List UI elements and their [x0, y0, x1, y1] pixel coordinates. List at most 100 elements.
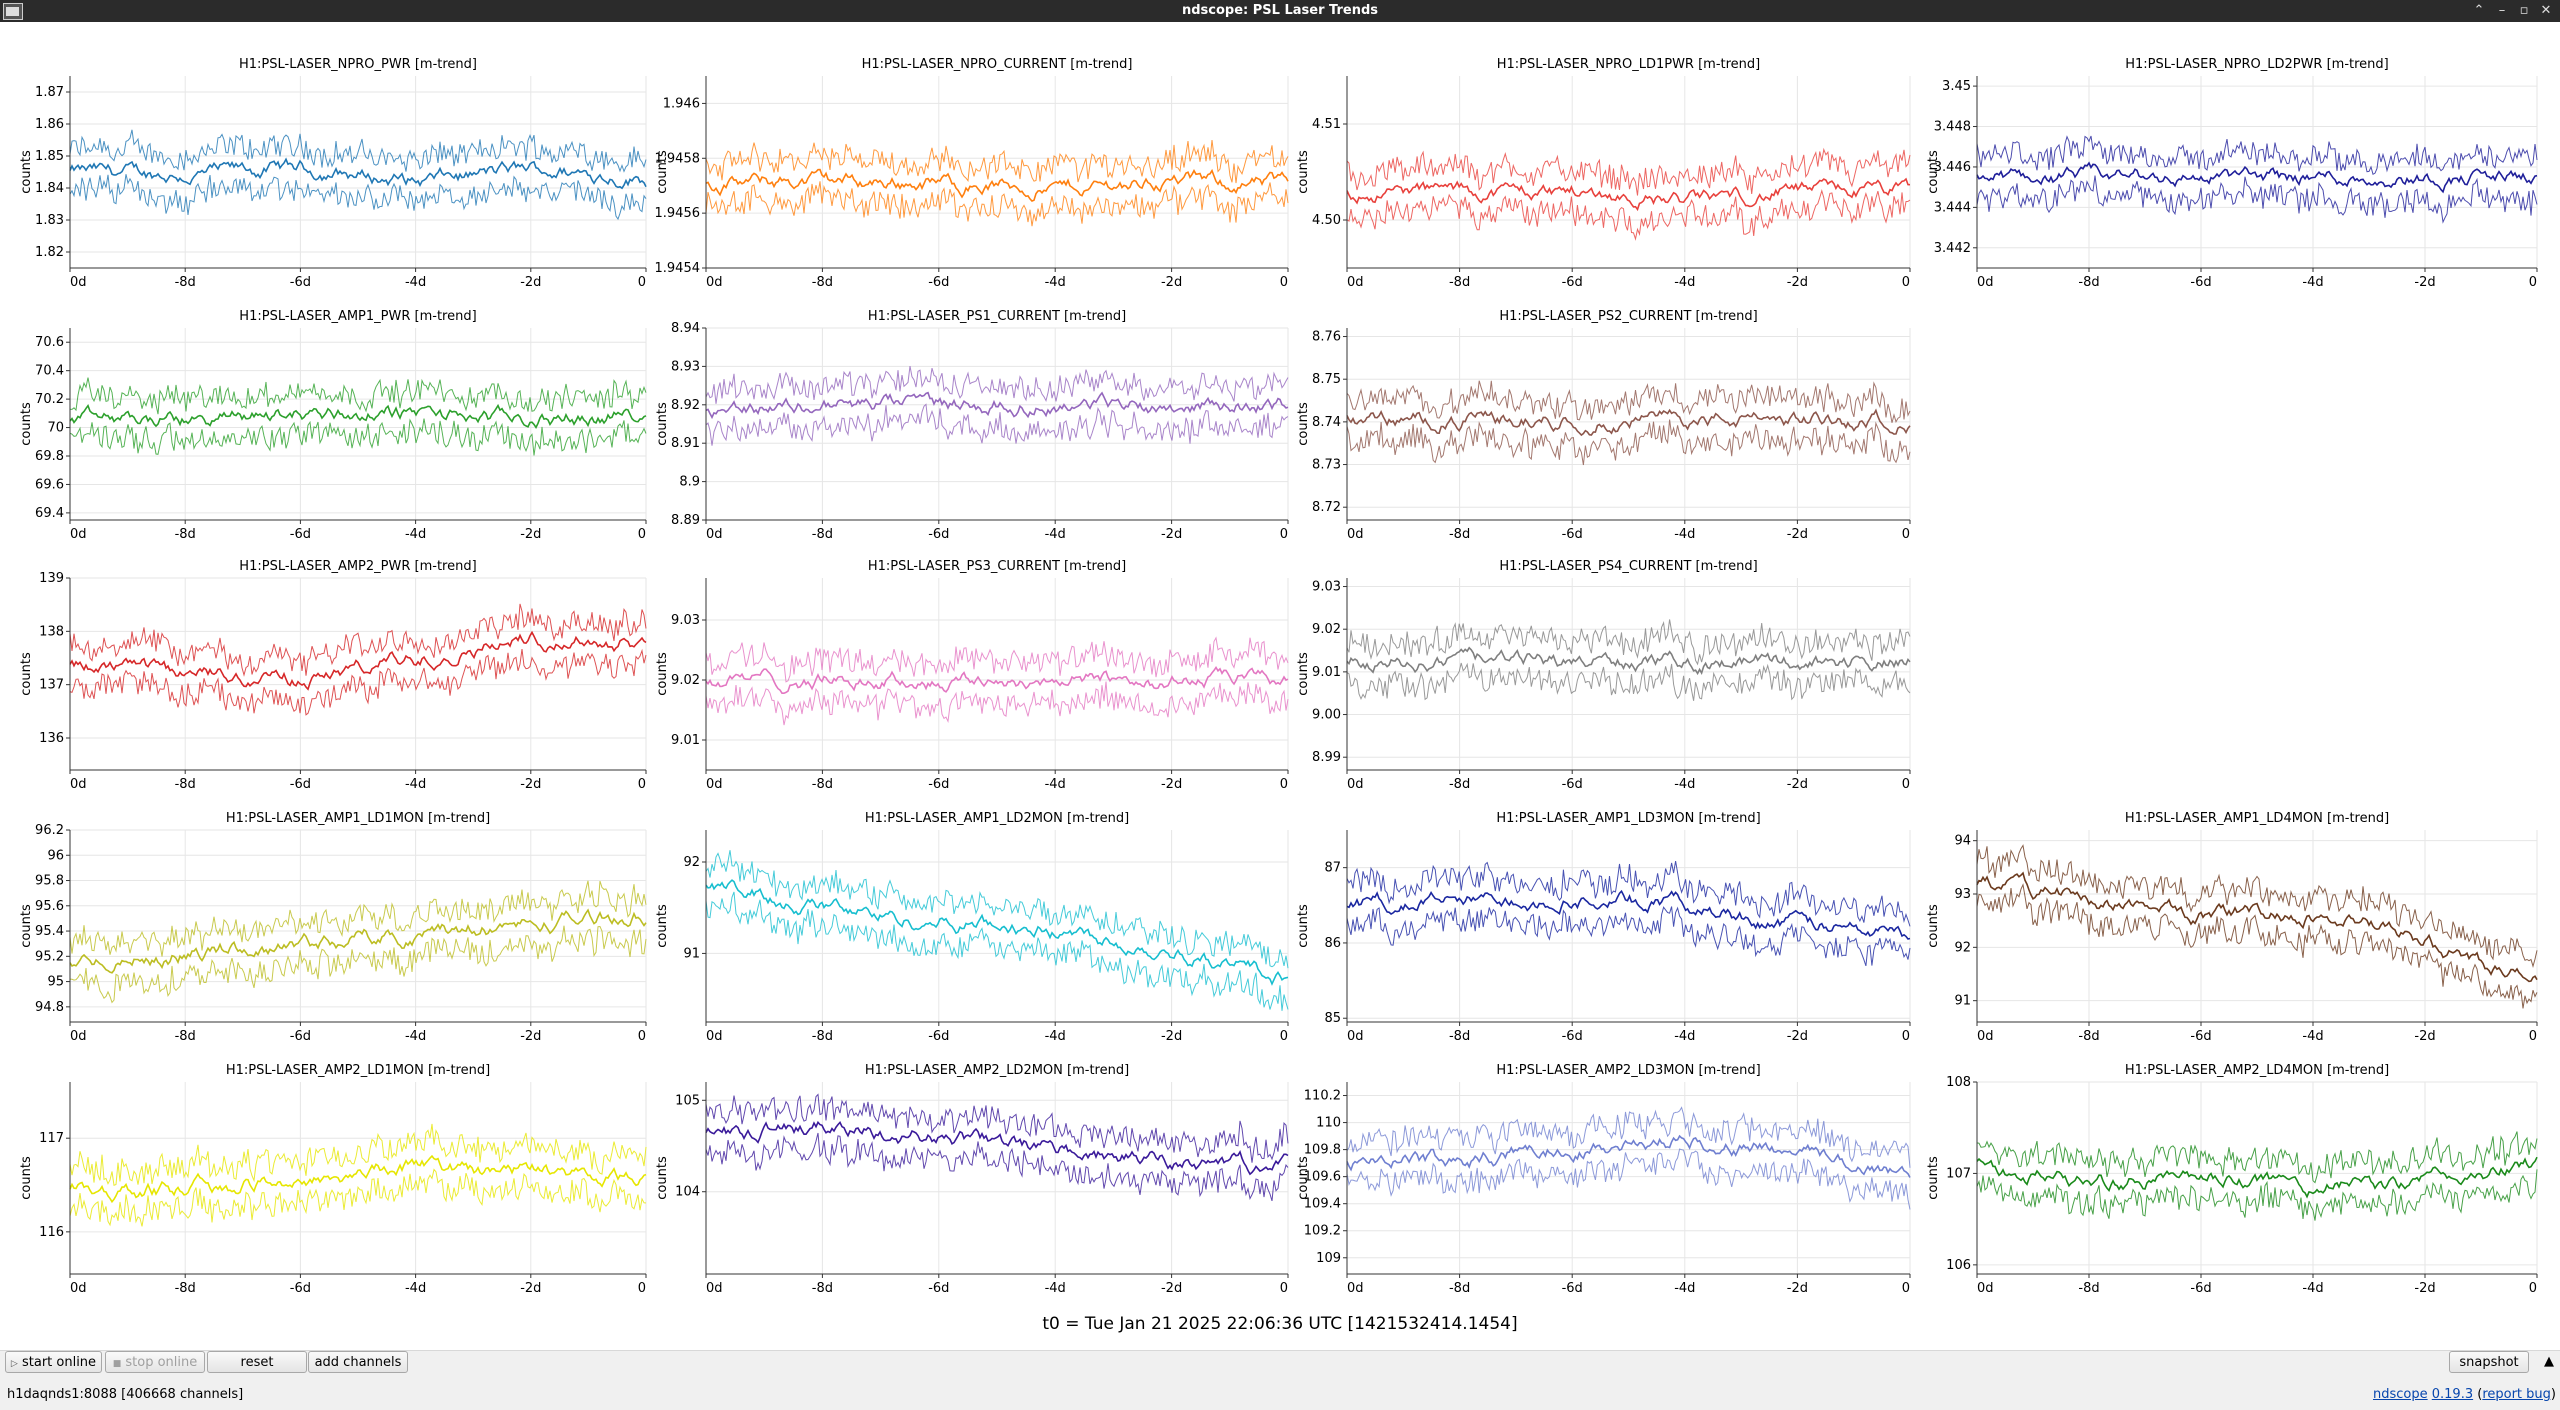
- x-tick-label: -4d: [1674, 275, 1695, 290]
- plot-panel[interactable]: H1:PSL-LASER_PS1_CURRENT [m-trend] counts…: [655, 309, 1289, 542]
- plot-panel[interactable]: H1:PSL-LASER_NPRO_LD2PWR [m-trend] counts…: [1926, 57, 2538, 290]
- y-axis-label: counts: [1926, 150, 1941, 194]
- series-max-line: [705, 140, 1289, 184]
- plot-title: H1:PSL-LASER_AMP2_LD1MON [m-trend]: [226, 1063, 490, 1078]
- plot-panel[interactable]: H1:PSL-LASER_AMP2_LD1MON [m-trend] counts…: [19, 1063, 647, 1296]
- x-tick-label: 0: [638, 1281, 646, 1296]
- y-tick-label: 85: [1324, 1011, 1341, 1026]
- plot-title: H1:PSL-LASER_NPRO_PWR [m-trend]: [239, 57, 477, 72]
- x-tick-label: -6d: [290, 1281, 311, 1296]
- plot-panel[interactable]: H1:PSL-LASER_AMP2_LD4MON [m-trend] counts…: [1926, 1063, 2538, 1296]
- series-min-line: [1976, 175, 2538, 224]
- x-tick-label: -6d: [290, 527, 311, 542]
- y-tick-label: 109: [1316, 1251, 1341, 1266]
- y-tick-label: 107: [1946, 1166, 1971, 1181]
- y-tick-label: 1.9458: [655, 151, 701, 166]
- y-tick-label: 138: [39, 624, 64, 639]
- y-tick-label: 1.83: [35, 213, 64, 228]
- y-tick-label: 8.94: [671, 321, 700, 336]
- y-tick-label: 96.2: [35, 823, 64, 838]
- add-channels-button[interactable]: add channels: [308, 1351, 408, 1373]
- x-tick-label: 0d: [70, 1029, 87, 1044]
- x-tick-label: 0d: [1347, 1281, 1364, 1296]
- x-tick-label: -2d: [1161, 275, 1182, 290]
- app-icon[interactable]: [3, 3, 23, 20]
- minimize-icon[interactable]: –: [2498, 3, 2506, 18]
- plot-title: H1:PSL-LASER_NPRO_LD2PWR [m-trend]: [2125, 57, 2389, 72]
- x-tick-label: -2d: [2414, 275, 2435, 290]
- x-tick-label: -6d: [928, 275, 949, 290]
- series-mean-line: [705, 666, 1289, 694]
- y-tick-label: 9.01: [671, 733, 700, 748]
- series-mean-line: [1346, 646, 1911, 676]
- series-max-line: [705, 1093, 1289, 1163]
- series-max-line: [69, 129, 647, 173]
- x-tick-label: -8d: [812, 527, 833, 542]
- x-tick-label: -6d: [290, 777, 311, 792]
- x-tick-label: 0: [638, 1029, 646, 1044]
- y-axis-label: counts: [655, 1156, 670, 1200]
- plot-panel[interactable]: H1:PSL-LASER_AMP1_PWR [m-trend]counts70.…: [19, 309, 647, 542]
- plot-panel[interactable]: H1:PSL-LASER_AMP1_LD4MON [m-trend] counts…: [1926, 811, 2538, 1044]
- plot-panel[interactable]: H1:PSL-LASER_PS2_CURRENT [m-trend] counts…: [1296, 309, 1911, 542]
- x-tick-label: -8d: [175, 527, 196, 542]
- series-mean-line: [1976, 161, 2538, 194]
- plot-grid[interactable]: H1:PSL-LASER_NPRO_PWR [m-trend] counts 1.8…: [0, 22, 2560, 1340]
- version-info: ndscope 0.19.3 (report bug): [2372, 1387, 2556, 1402]
- plot-title: H1:PSL-LASER_AMP1_LD4MON [m-trend]: [2125, 811, 2389, 826]
- plot-title: H1:PSL-LASER_PS2_CURRENT [m-trend]: [1499, 309, 1757, 324]
- x-tick-label: 0d: [1977, 1281, 1994, 1296]
- version-link[interactable]: 0.19.3: [2431, 1387, 2474, 1402]
- x-tick-label: -4d: [1674, 777, 1695, 792]
- series-max-line: [1976, 844, 2538, 968]
- x-tick-label: -4d: [405, 527, 426, 542]
- plot-title: H1:PSL-LASER_PS3_CURRENT [m-trend]: [868, 559, 1126, 574]
- y-tick-label: 137: [39, 678, 64, 693]
- maximize-icon[interactable]: ▫: [2519, 3, 2529, 18]
- x-tick-label: 0: [1902, 275, 1910, 290]
- plot-panel[interactable]: H1:PSL-LASER_AMP1_LD3MON [m-trend] counts…: [1296, 811, 1911, 1044]
- plot-panel[interactable]: H1:PSL-LASER_PS4_CURRENT [m-trend] counts…: [1296, 559, 1911, 792]
- series-mean-line: [69, 157, 647, 190]
- x-tick-label: -8d: [175, 275, 196, 290]
- keep-above-icon[interactable]: ⌃: [2473, 3, 2485, 18]
- reset-button[interactable]: reset: [207, 1351, 307, 1373]
- y-axis-label: counts: [1926, 1156, 1941, 1200]
- x-tick-label: -2d: [1787, 777, 1808, 792]
- start-online-button[interactable]: ▷ start online: [5, 1351, 102, 1373]
- y-axis-label: counts: [19, 1156, 34, 1200]
- snapshot-button[interactable]: snapshot: [2449, 1351, 2529, 1373]
- plot-panel[interactable]: H1:PSL-LASER_AMP2_LD3MON [m-trend] counts…: [1296, 1063, 1911, 1296]
- app-link[interactable]: ndscope: [2372, 1387, 2428, 1402]
- y-tick-label: 116: [39, 1225, 64, 1240]
- x-tick-label: -8d: [2078, 1281, 2099, 1296]
- plot-panel[interactable]: H1:PSL-LASER_PS3_CURRENT [m-trend] counts…: [655, 559, 1289, 792]
- collapse-icon[interactable]: ▲: [2544, 1354, 2554, 1369]
- close-icon[interactable]: ✕: [2540, 3, 2552, 18]
- x-tick-label: 0d: [706, 527, 723, 542]
- series-mean-line: [1346, 177, 1911, 212]
- series-mean-line: [705, 879, 1289, 986]
- x-tick-label: -6d: [290, 1029, 311, 1044]
- y-tick-label: 9.00: [1312, 708, 1341, 723]
- y-tick-label: 3.45: [1942, 79, 1971, 94]
- y-tick-label: 8.93: [671, 359, 700, 374]
- plot-panel[interactable]: H1:PSL-LASER_AMP1_LD2MON [m-trend] counts…: [655, 811, 1289, 1044]
- x-tick-label: 0d: [1977, 1029, 1994, 1044]
- plot-panel[interactable]: H1:PSL-LASER_NPRO_PWR [m-trend]counts1.8…: [19, 57, 647, 290]
- y-tick-label: 95.4: [35, 924, 64, 939]
- x-tick-label: -8d: [812, 1029, 833, 1044]
- plot-panel[interactable]: H1:PSL-LASER_AMP2_LD2MON [m-trend] counts…: [655, 1063, 1289, 1296]
- x-tick-label: 0d: [70, 777, 87, 792]
- y-tick-label: 70.2: [35, 392, 64, 407]
- y-tick-label: 70.4: [35, 364, 64, 379]
- report-bug-link[interactable]: report bug: [2482, 1387, 2551, 1402]
- plot-panel[interactable]: H1:PSL-LASER_NPRO_LD1PWR [m-trend] counts…: [1296, 57, 1911, 290]
- y-tick-label: 4.50: [1312, 213, 1341, 228]
- plot-panel[interactable]: H1:PSL-LASER_AMP1_LD1MON [m-trend] counts…: [19, 811, 647, 1044]
- plot-panel[interactable]: H1:PSL-LASER_AMP2_PWR [m-trend] counts 139…: [19, 559, 647, 792]
- plot-panel[interactable]: H1:PSL-LASER_NPRO_CURRENT [m-trend] count…: [655, 57, 1289, 290]
- series-min-line: [705, 891, 1289, 1011]
- plot-title: H1:PSL-LASER_AMP1_PWR [m-trend]: [239, 309, 476, 324]
- y-tick-label: 8.9: [679, 475, 700, 490]
